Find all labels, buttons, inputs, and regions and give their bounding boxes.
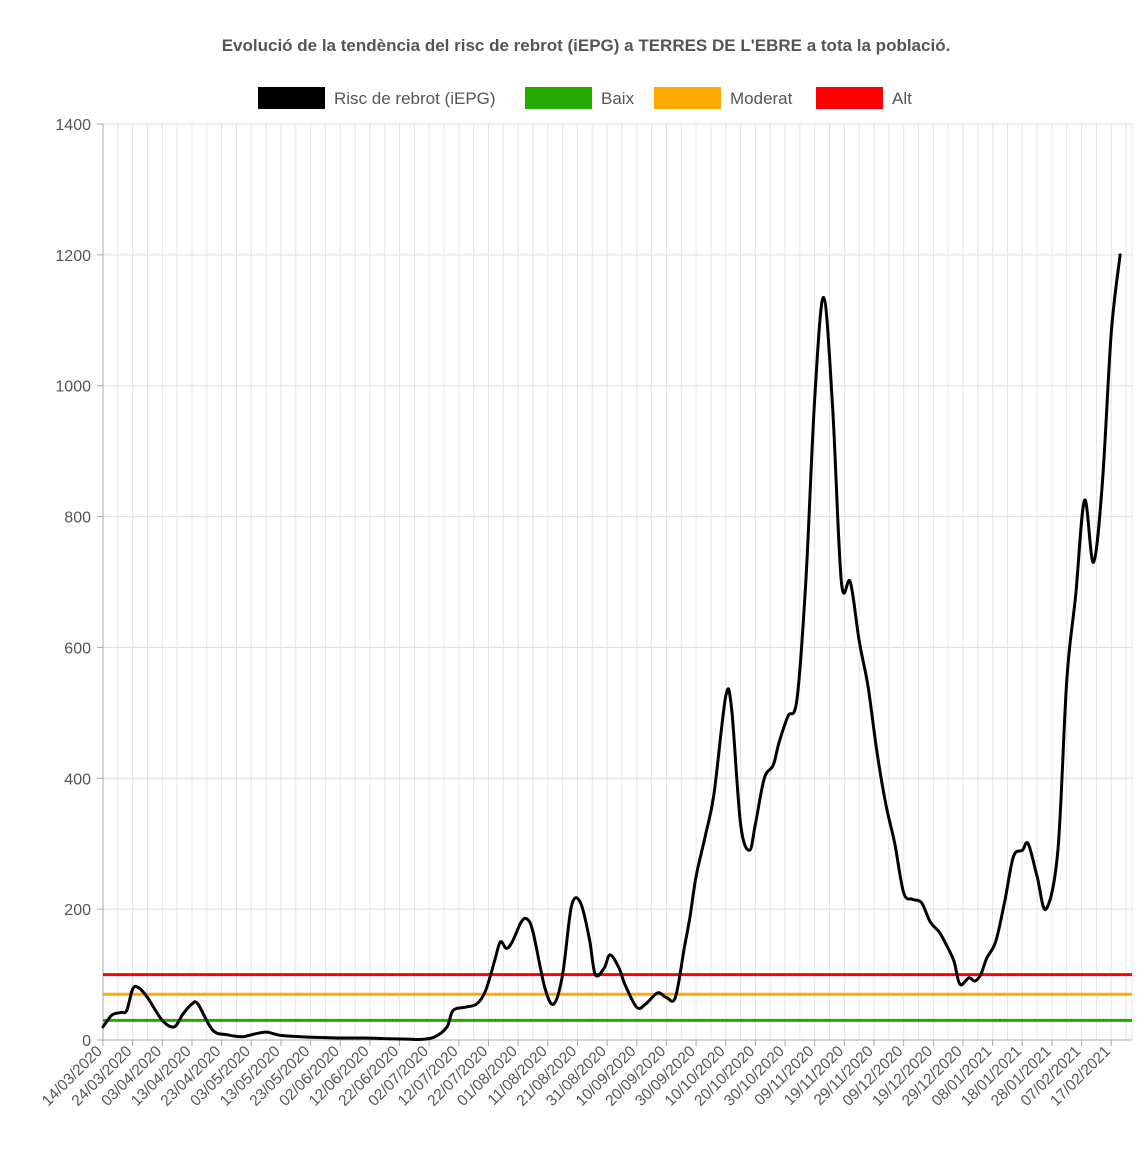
legend-label-moderat: Moderat xyxy=(730,89,793,108)
series-line-risc-de-rebrot-iepg xyxy=(101,253,1122,1042)
legend-label-baix: Baix xyxy=(601,89,635,108)
legend-swatch-baix xyxy=(525,87,592,109)
x-axis: 14/03/202024/03/202003/04/202013/04/2020… xyxy=(39,1039,1132,1110)
chart-title: Evolució de la tendència del risc de reb… xyxy=(222,36,951,55)
y-tick-label: 0 xyxy=(82,1033,91,1050)
y-tick-label: 1400 xyxy=(55,117,91,134)
y-tick-label: 1200 xyxy=(55,248,91,265)
legend: Risc de rebrot (iEPG) Baix Moderat Alt xyxy=(258,87,912,109)
legend-label-risc-de-rebrot-iepg: Risc de rebrot (iEPG) xyxy=(334,89,496,108)
series-lines xyxy=(101,253,1122,1042)
grid xyxy=(102,123,1133,1041)
legend-label-alt: Alt xyxy=(892,89,912,108)
y-tick-label: 400 xyxy=(64,771,91,788)
legend-swatch-alt xyxy=(816,87,883,109)
y-tick-label: 800 xyxy=(64,510,91,527)
y-tick-label: 600 xyxy=(64,640,91,657)
y-tick-label: 1000 xyxy=(55,379,91,396)
threshold-lines xyxy=(103,973,1132,1022)
legend-swatch-moderat xyxy=(654,87,721,109)
y-tick-label: 200 xyxy=(64,902,91,919)
y-axis: 0 200 400 600 800 1000 1200 1400 xyxy=(55,117,104,1050)
legend-swatch-risc-de-rebrot-iepg xyxy=(258,87,325,109)
